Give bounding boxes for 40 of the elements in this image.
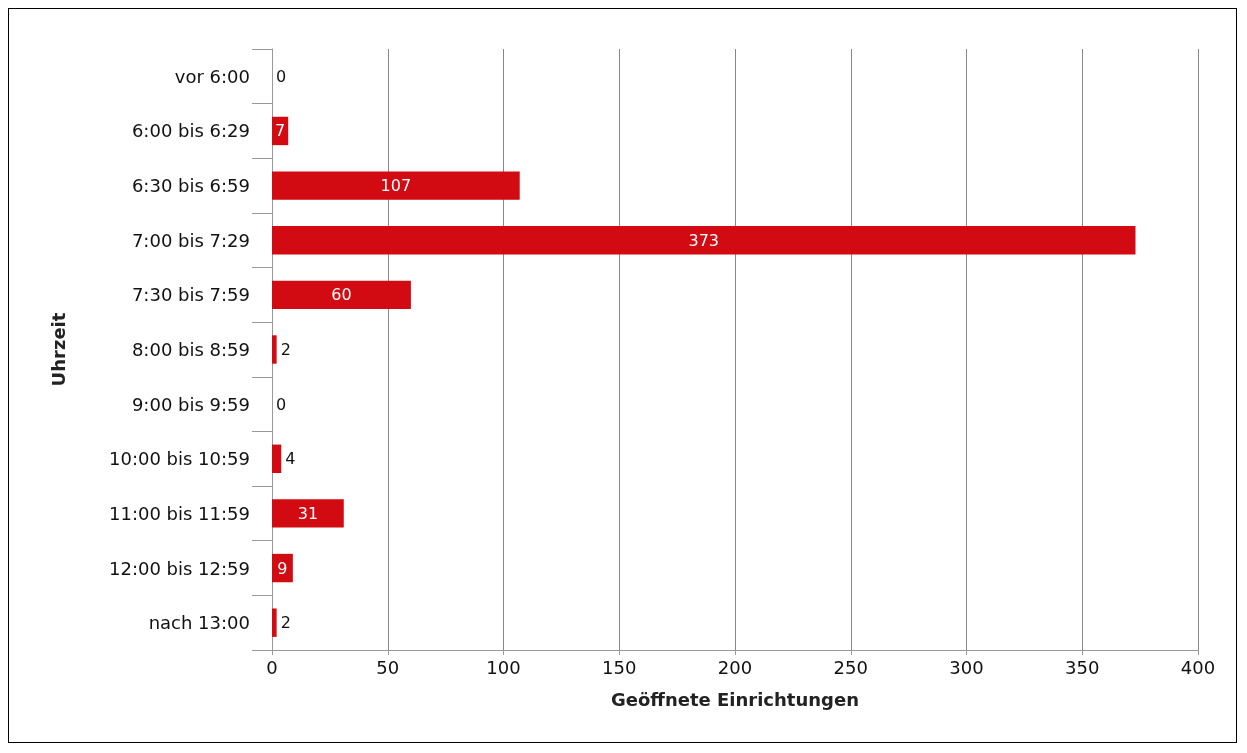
x-tick-label: 200 — [717, 656, 753, 678]
bar — [272, 226, 1136, 255]
data-label: 7 — [275, 121, 286, 141]
bar — [272, 280, 411, 310]
data-label: 9 — [277, 558, 288, 578]
x-tick-label: 150 — [602, 656, 637, 678]
y-tick-label: vor 6:00 — [174, 65, 250, 87]
y-tick-label: 8:00 bis 8:59 — [131, 339, 250, 360]
x-axis-title: Geöffnete Einrichtungen — [611, 688, 859, 710]
y-tick-label: 12:00 bis 12:59 — [109, 557, 250, 579]
data-label: 31 — [297, 503, 319, 523]
bar — [272, 608, 277, 637]
data-label: 60 — [331, 285, 352, 305]
bar — [272, 171, 520, 200]
data-label: 2 — [280, 613, 291, 633]
x-tick-label: 350 — [1065, 656, 1100, 678]
data-label: 0 — [276, 394, 287, 414]
bar — [272, 499, 344, 528]
bar — [272, 335, 277, 364]
x-tick-label: 400 — [1180, 656, 1216, 678]
y-tick-label: 9:00 bis 9:59 — [131, 393, 250, 415]
x-tick-label: 100 — [486, 656, 521, 678]
y-tick-label: 7:00 bis 7:29 — [131, 229, 250, 251]
y-axis-title: Uhrzeit — [47, 312, 69, 387]
y-tick-label: 6:30 bis 6:59 — [131, 175, 250, 197]
data-label: 2 — [280, 340, 291, 359]
x-tick-label: 250 — [833, 656, 868, 678]
data-label: 4 — [285, 449, 296, 469]
y-tick-label: 7:30 bis 7:59 — [131, 284, 250, 306]
y-tick-label: 10:00 bis 10:59 — [109, 448, 250, 470]
data-label: 107 — [380, 176, 412, 196]
y-tick-label: nach 13:00 — [148, 612, 250, 634]
x-tick-label: 0 — [266, 656, 278, 678]
y-tick-label: 6:00 bis 6:29 — [131, 120, 250, 142]
y-tick-label: 11:00 bis 11:59 — [109, 502, 250, 524]
bar — [272, 444, 282, 473]
data-label: 373 — [688, 230, 720, 250]
x-tick-label: 50 — [376, 656, 400, 678]
data-label: 0 — [276, 66, 287, 86]
x-tick-label: 300 — [949, 656, 984, 678]
